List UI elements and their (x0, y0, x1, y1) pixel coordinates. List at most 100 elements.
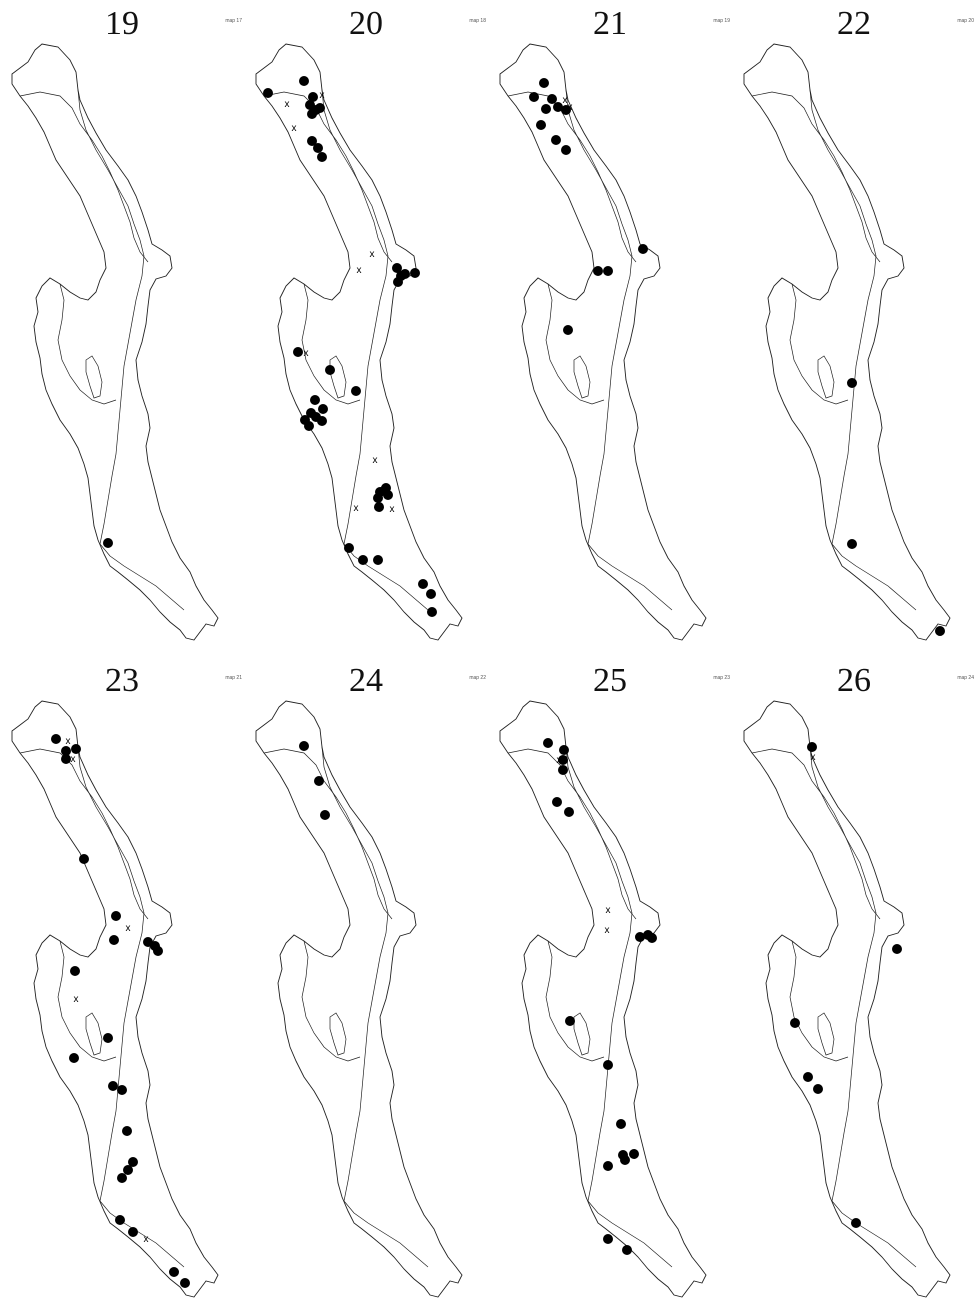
lake-outline (329, 1012, 347, 1056)
coastline (11, 43, 219, 641)
map-panel-19: 19 map 17 (0, 0, 244, 657)
coastline (743, 700, 951, 1298)
record-cross: x (74, 994, 79, 1005)
record-cross: x (320, 90, 325, 101)
map-panel-20: 20 map 18 x x x x x x x x x (244, 0, 488, 657)
map-number: 22 (837, 5, 871, 42)
record-dot (117, 1085, 127, 1095)
record-cross: x (354, 503, 359, 514)
record-dot (293, 347, 303, 357)
map-outline: xxx (499, 700, 707, 1298)
record-dot (529, 92, 539, 102)
record-dot (117, 1173, 127, 1183)
map-number: 24 (349, 662, 383, 699)
record-cross: x (285, 99, 290, 110)
lake-outline (573, 355, 591, 399)
record-dot (153, 946, 163, 956)
record-dot (552, 797, 562, 807)
record-cross: x (71, 754, 76, 765)
record-dot (536, 120, 546, 130)
record-dot (635, 932, 645, 942)
boundary-line (789, 940, 849, 1062)
record-dot (70, 966, 80, 976)
record-dot (561, 145, 571, 155)
boundary-line (301, 940, 361, 1062)
map-outline (743, 43, 951, 641)
map-tag: map 22 (469, 675, 486, 681)
record-dot (123, 1165, 133, 1175)
record-dot (622, 1245, 632, 1255)
record-dot (61, 754, 71, 764)
record-dot (313, 143, 323, 153)
map-number: 20 (349, 5, 383, 42)
map-number: 21 (593, 5, 627, 42)
record-cross: x (370, 249, 375, 260)
record-dot (543, 738, 553, 748)
record-dot (111, 911, 121, 921)
record-dot (79, 854, 89, 864)
record-cross: x (563, 95, 568, 106)
coastline (255, 700, 463, 1298)
record-dot (320, 810, 330, 820)
record-dot (564, 807, 574, 817)
record-dot (541, 104, 551, 114)
record-dot (618, 1150, 628, 1160)
boundary-line (507, 748, 637, 920)
record-dot (558, 765, 568, 775)
record-dot (547, 94, 557, 104)
record-dot (551, 135, 561, 145)
record-cross: x (373, 455, 378, 466)
record-dot (308, 92, 318, 102)
record-dot (790, 1018, 800, 1028)
record-cross: x (557, 755, 562, 766)
record-cross: x (811, 752, 816, 763)
record-dot (603, 1234, 613, 1244)
boundary-line (809, 746, 877, 1202)
record-cross: x (357, 265, 362, 276)
boundary-line (99, 1200, 185, 1268)
record-dot (558, 755, 568, 765)
record-dot (373, 555, 383, 565)
record-dot (51, 734, 61, 744)
coastline (743, 43, 951, 641)
map-tag: map 24 (957, 675, 974, 681)
record-dot (892, 944, 902, 954)
record-dot (169, 1267, 179, 1277)
record-cross: x (66, 736, 71, 747)
record-dot (603, 1060, 613, 1070)
map-tag: map 20 (957, 18, 974, 24)
boundary-line (809, 89, 877, 545)
map-outline (11, 43, 219, 641)
map-panel-25: 25 map 23 x x x (488, 657, 732, 1314)
map-number: 19 (105, 5, 139, 42)
record-dot (935, 626, 945, 636)
map-number: 23 (105, 662, 139, 699)
map-panel-21: 21 map 19 x x (488, 0, 732, 657)
record-dot (358, 555, 368, 565)
record-dot (410, 268, 420, 278)
record-dot (418, 579, 428, 589)
record-dot (373, 493, 383, 503)
record-dot (616, 1119, 626, 1129)
boundary-line (789, 283, 849, 405)
record-dot (374, 502, 384, 512)
boundary-line (263, 91, 393, 263)
record-dot (539, 78, 549, 88)
record-dot (299, 76, 309, 86)
record-dot (392, 263, 402, 273)
record-dot (847, 539, 857, 549)
boundary-line (19, 91, 149, 263)
record-dot (647, 933, 657, 943)
record-dot (325, 365, 335, 375)
lake-outline (817, 1012, 835, 1056)
map-outline: xx (499, 43, 707, 641)
record-dot (393, 277, 403, 287)
record-dot (263, 88, 273, 98)
record-cross: x (390, 504, 395, 515)
boundary-line (751, 91, 881, 263)
boundary-line (19, 748, 149, 920)
lake-outline (573, 1012, 591, 1056)
map-panel-23: 23 map 21 x x x x x (0, 657, 244, 1314)
record-dot (559, 745, 569, 755)
boundary-line (831, 1200, 917, 1268)
